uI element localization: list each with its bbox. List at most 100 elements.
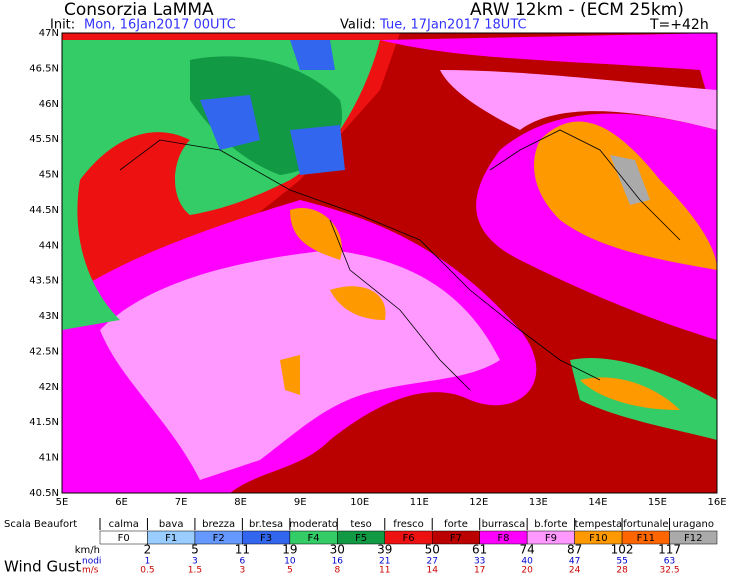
threshold-ms: 24 (569, 566, 581, 576)
threshold-kmh: 61 (472, 543, 487, 557)
threshold-kmh: 5 (191, 543, 199, 557)
class-name: moderato (289, 519, 338, 530)
lon-label: 15E (648, 497, 667, 508)
threshold-ms: 11 (379, 566, 390, 576)
lon-label: 8E (234, 497, 247, 508)
lead-time: T=+42h (649, 17, 709, 33)
threshold-kmh: 39 (377, 543, 392, 557)
threshold-ms: 5 (287, 566, 293, 576)
unit-knots: nodi (82, 557, 101, 567)
class-name: bava (159, 519, 184, 530)
threshold-ms: 0.5 (140, 566, 154, 576)
threshold-knots: 47 (569, 557, 580, 567)
class-name: fortunale (623, 519, 668, 530)
class-name: tempesta (575, 519, 623, 530)
lon-label: 10E (350, 497, 369, 508)
class-code: F10 (589, 533, 607, 544)
lat-label: 45.5N (29, 134, 59, 145)
threshold-ms: 14 (427, 566, 439, 576)
class-code: F11 (637, 533, 655, 544)
threshold-knots: 33 (474, 557, 485, 567)
threshold-ms: 1.5 (188, 566, 202, 576)
lat-label: 43.5N (29, 276, 59, 287)
threshold-knots: 40 (521, 557, 533, 567)
threshold-kmh: 117 (658, 543, 681, 557)
threshold-kmh: 19 (282, 543, 297, 557)
class-code: F9 (545, 533, 557, 544)
lat-label: 44N (39, 240, 59, 251)
threshold-ms: 17 (474, 566, 485, 576)
lat-label: 43N (39, 311, 59, 322)
threshold-knots: 16 (332, 557, 344, 567)
lon-label: 9E (294, 497, 307, 508)
lon-label: 6E (115, 497, 128, 508)
threshold-knots: 1 (145, 557, 151, 567)
lat-label: 41N (39, 453, 59, 464)
threshold-kmh: 2 (144, 543, 152, 557)
threshold-ms: 32.5 (660, 566, 680, 576)
threshold-kmh: 30 (330, 543, 345, 557)
unit-ms: m/s (82, 566, 99, 576)
threshold-knots: 63 (664, 557, 675, 567)
lon-label: 12E (469, 497, 488, 508)
lat-label: 41.5N (29, 417, 59, 428)
class-name: b.forte (534, 519, 567, 530)
class-name: uragano (673, 519, 715, 530)
threshold-ms: 20 (521, 566, 533, 576)
class-code: F2 (213, 533, 225, 544)
lon-label: 16E (707, 497, 726, 508)
class-code: F0 (118, 533, 130, 544)
threshold-kmh: 87 (567, 543, 582, 557)
lat-label: 44.5N (29, 205, 59, 216)
lat-label: 40.5N (29, 488, 59, 499)
lat-label: 46.5N (29, 63, 59, 74)
class-code: F5 (355, 533, 367, 544)
lat-label: 42.5N (29, 346, 59, 357)
model: ARW 12km - (ECM 25km) (470, 0, 684, 20)
threshold-knots: 55 (616, 557, 627, 567)
lon-label: 11E (410, 497, 429, 508)
class-code: F6 (402, 533, 414, 544)
class-name: fresco (393, 519, 423, 530)
lon-label: 7E (175, 497, 188, 508)
threshold-ms: 28 (616, 566, 628, 576)
class-box (669, 530, 718, 545)
threshold-kmh: 11 (235, 543, 250, 557)
class-name: br.tesa (249, 519, 283, 530)
threshold-ms: 3 (240, 566, 246, 576)
class-code: F12 (684, 533, 702, 544)
footer: Wind Gust (4, 558, 81, 576)
class-code: F4 (308, 533, 320, 544)
class-code: F8 (497, 533, 509, 544)
threshold-knots: 6 (240, 557, 246, 567)
threshold-ms: 8 (334, 566, 340, 576)
valid-time: Tue, 17Jan2017 18UTC (379, 18, 527, 33)
class-name: brezza (202, 519, 235, 530)
lat-label: 45N (39, 170, 59, 181)
scale-label: Scala Beaufort (4, 519, 77, 530)
threshold-kmh: 74 (520, 543, 535, 557)
threshold-kmh: 50 (425, 543, 440, 557)
lon-label: 5E (56, 497, 69, 508)
class-name: calma (109, 519, 139, 530)
lat-label: 47N (39, 28, 59, 39)
threshold-knots: 10 (284, 557, 296, 567)
threshold-knots: 3 (192, 557, 198, 567)
valid-label: Valid: (340, 18, 376, 33)
unit-kmh: km/h (75, 545, 100, 556)
title: Consorzia LaMMA (64, 0, 214, 20)
class-name: burrasca (482, 519, 526, 530)
map (61, 32, 718, 494)
threshold-knots: 21 (379, 557, 390, 567)
lon-label: 14E (588, 497, 607, 508)
class-code: F1 (165, 533, 177, 544)
class-code: F3 (260, 533, 272, 544)
class-name: teso (350, 519, 371, 530)
lat-label: 46N (39, 99, 59, 110)
lat-label: 42N (39, 382, 59, 393)
class-code: F7 (450, 533, 462, 544)
lon-label: 13E (529, 497, 548, 508)
threshold-knots: 27 (427, 557, 438, 567)
threshold-kmh: 102 (611, 543, 634, 557)
